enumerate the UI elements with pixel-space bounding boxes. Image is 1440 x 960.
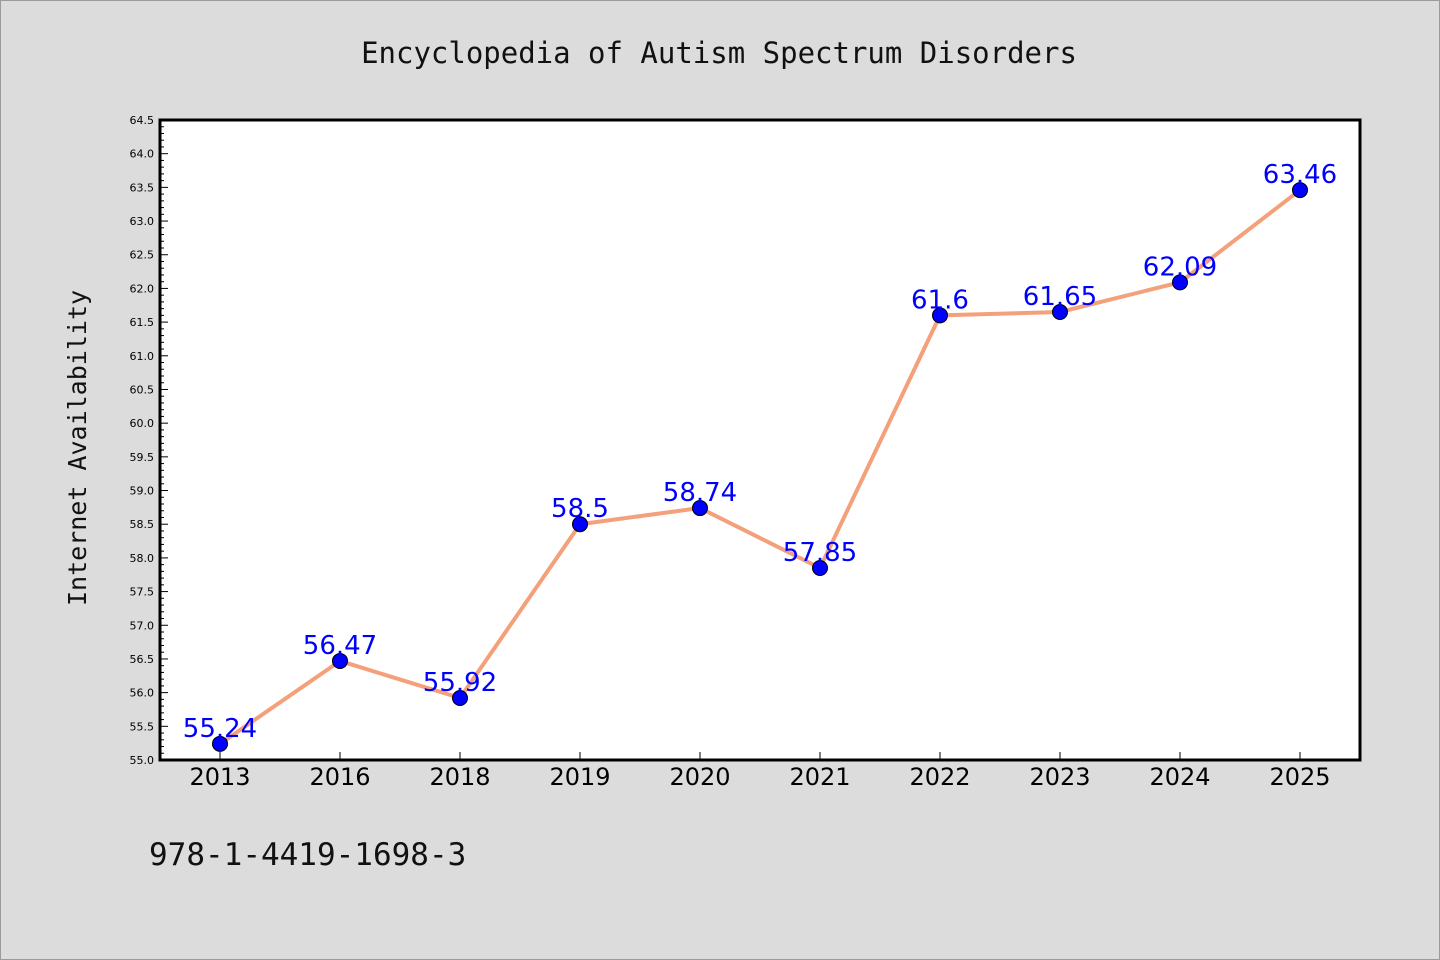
y-tick-label: 64.5	[130, 114, 155, 127]
x-tick-label: 2016	[309, 763, 370, 791]
data-point	[572, 516, 588, 533]
data-point	[452, 690, 468, 707]
data-label: 63.46	[1263, 160, 1337, 190]
y-tick-label: 61.5	[130, 316, 155, 329]
y-tick-label: 57.0	[130, 619, 155, 632]
y-tick-label: 56.5	[130, 653, 155, 666]
y-tick-label: 56.0	[130, 687, 155, 700]
y-tick-label: 55.5	[130, 720, 155, 733]
y-axis: 55.0 55.5 56.0 56.5 57.0 57.5 58.0 58.5 59.0 59.5…	[130, 114, 168, 767]
y-axis-label: Internet Availability	[63, 290, 92, 606]
y-tick-label: 60.5	[130, 383, 155, 396]
x-tick-label: 2025	[1269, 763, 1330, 791]
data-point	[212, 735, 228, 752]
data-labels: 55.24 56.47 55.92 58.5 58.74 57.85 61.6 61.65 62…	[183, 160, 1337, 744]
data-markers	[212, 182, 1308, 752]
x-tick-label: 2024	[1149, 763, 1210, 791]
isbn-text: 978-1-4419-1698-3	[149, 837, 466, 873]
y-tick-label: 58.0	[130, 552, 155, 565]
data-label: 61.65	[1023, 282, 1097, 312]
data-label: 62.09	[1143, 252, 1217, 282]
chart-title: Encyclopedia of Autism Spectrum Disorder…	[361, 36, 1077, 70]
x-tick-label: 2013	[189, 763, 250, 791]
x-tick-label: 2018	[429, 763, 490, 791]
y-tick-label: 59.5	[130, 451, 155, 464]
data-point	[1172, 274, 1188, 291]
plot-area	[160, 120, 1360, 760]
y-tick-label: 64.0	[130, 148, 155, 161]
data-point	[332, 652, 348, 669]
data-label: 55.92	[423, 668, 497, 698]
x-tick-label: 2023	[1029, 763, 1090, 791]
data-point	[812, 560, 828, 576]
y-tick-label: 58.5	[130, 518, 155, 531]
x-axis: 2013 2016 2018 2019 2020 2021 2022 2023 2024 2025	[189, 752, 1331, 791]
data-label: 61.6	[911, 285, 969, 315]
y-tick-label: 59.0	[130, 485, 155, 498]
y-tick-label: 62.0	[130, 282, 155, 295]
series-line	[218, 188, 1302, 746]
x-tick-label: 2022	[909, 763, 970, 791]
data-label: 55.24	[183, 714, 257, 744]
y-tick-label: 55.0	[130, 754, 155, 767]
x-tick-label: 2019	[549, 763, 610, 791]
data-point	[692, 500, 708, 517]
y-tick-label: 62.5	[130, 249, 155, 262]
y-tick-label: 60.0	[130, 417, 155, 430]
data-point	[1052, 304, 1068, 320]
plot-border	[158, 118, 1362, 762]
data-label: 58.74	[663, 478, 737, 508]
data-point	[932, 307, 948, 324]
data-point	[1292, 182, 1308, 199]
y-tick-label: 63.5	[130, 181, 155, 194]
y-tick-label: 61.0	[130, 350, 155, 363]
data-label: 58.5	[551, 494, 609, 524]
x-tick-label: 2021	[789, 763, 850, 791]
x-tick-label: 2020	[669, 763, 730, 791]
data-label: 57.85	[783, 538, 857, 568]
y-tick-label: 63.0	[130, 215, 155, 228]
y-tick-label: 57.5	[130, 586, 155, 599]
data-label: 56.47	[303, 631, 377, 661]
